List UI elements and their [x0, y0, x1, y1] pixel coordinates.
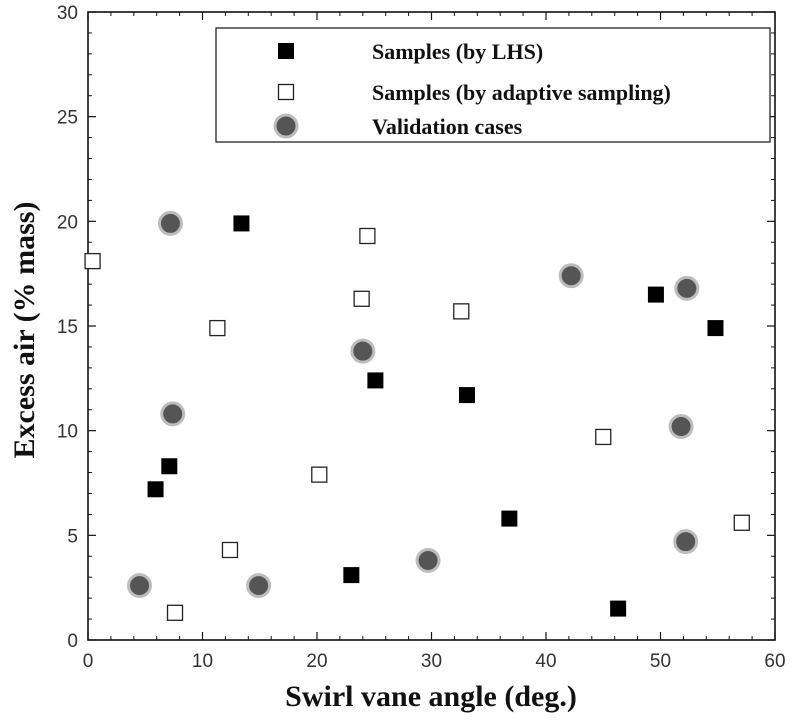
x-tick-label: 10	[192, 651, 213, 672]
lhs-sample-point	[147, 481, 164, 498]
x-axis-title: Swirl vane angle (deg.)	[285, 680, 577, 713]
validation-case-point	[415, 547, 441, 573]
adaptive-sample-point	[209, 319, 226, 337]
y-tick-label: 25	[57, 108, 78, 129]
y-tick-label: 10	[57, 422, 78, 443]
validation-case-point	[157, 210, 183, 236]
x-tick-label: 60	[764, 651, 785, 672]
adaptive-sample-point	[733, 514, 750, 531]
validation-case-point	[668, 413, 694, 439]
adaptive-sample-point	[84, 252, 101, 270]
x-tick-label: 0	[83, 651, 94, 672]
legend-label-lhs: Samples (by LHS)	[372, 39, 543, 64]
x-tick-label: 20	[306, 651, 327, 672]
lhs-sample-point	[161, 458, 178, 475]
validation-case-point	[673, 529, 699, 555]
validation-case-point	[127, 573, 153, 599]
legend: Samples (by LHS) Samples (by adaptive sam…	[215, 27, 771, 143]
x-tick-label: 40	[535, 651, 556, 672]
lhs-sample-point	[647, 286, 664, 303]
legend-label-adaptive: Samples (by adaptive sampling)	[372, 80, 671, 105]
validation-case-point	[558, 263, 584, 289]
legend-marker-adaptive	[277, 83, 295, 101]
data-points	[84, 210, 750, 621]
y-tick-label: 30	[57, 3, 78, 24]
adaptive-sample-point	[221, 541, 239, 559]
x-tick-label: 50	[650, 651, 671, 672]
axes: 0 10 20 30 40 50 60 0 5 10 15 20 25 30	[57, 3, 786, 672]
lhs-sample-point	[707, 320, 724, 337]
y-tick-label: 5	[67, 526, 78, 547]
lhs-sample-point	[501, 510, 518, 527]
legend-label-validation: Validation cases	[372, 114, 523, 139]
validation-case-point	[674, 275, 700, 301]
adaptive-sample-point	[166, 604, 184, 621]
y-tick-label: 15	[57, 317, 78, 338]
adaptive-sample-point	[353, 290, 370, 307]
lhs-sample-point	[367, 372, 384, 389]
x-tick-label: 30	[421, 651, 442, 672]
y-axis-title: Excess air (% mass)	[8, 202, 41, 459]
lhs-sample-point	[610, 600, 627, 617]
validation-case-point	[246, 573, 272, 599]
lhs-sample-point	[458, 387, 475, 404]
legend-marker-lhs	[278, 43, 294, 59]
validation-case-point	[350, 338, 376, 364]
y-tick-label: 0	[67, 631, 78, 652]
y-tick-label: 20	[57, 212, 78, 233]
lhs-sample-point	[233, 215, 250, 232]
legend-box	[215, 27, 771, 143]
adaptive-sample-point	[359, 227, 376, 245]
legend-marker-validation	[273, 113, 299, 139]
lhs-sample-point	[343, 567, 360, 584]
validation-case-point	[160, 401, 186, 427]
adaptive-sample-point	[595, 428, 612, 446]
adaptive-sample-point	[311, 466, 328, 483]
adaptive-sample-point	[453, 303, 470, 320]
